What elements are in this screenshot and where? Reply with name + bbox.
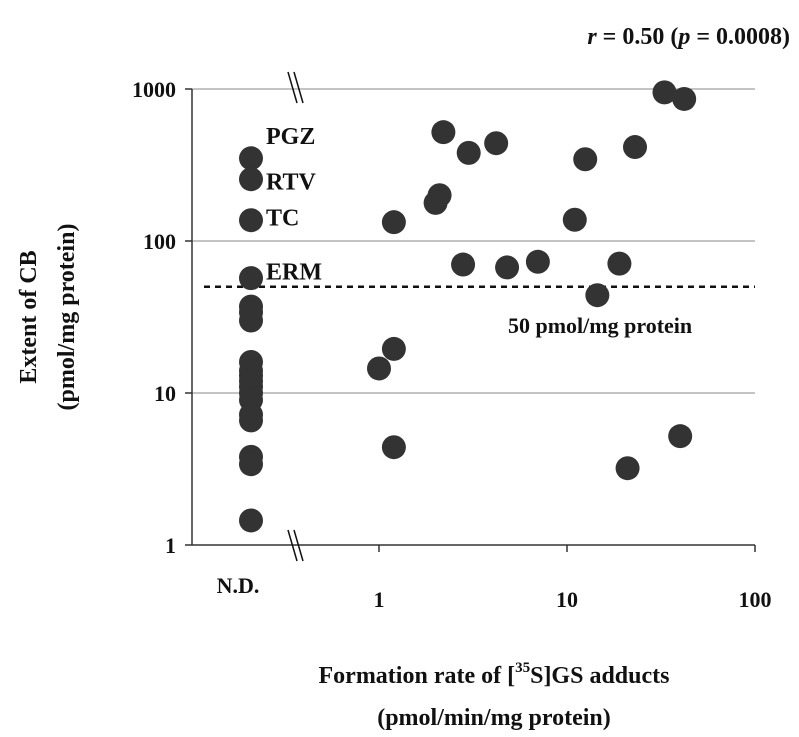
axes [191, 71, 755, 562]
data-point [623, 135, 648, 160]
y-tick-label: 1000 [132, 77, 176, 102]
axis-break-top [287, 71, 304, 104]
x-axis-label-sup: 35 [515, 660, 530, 676]
data-point [451, 252, 476, 277]
data-point [562, 207, 587, 232]
data-point [607, 251, 632, 276]
data-point [585, 283, 610, 308]
data-point [615, 456, 640, 481]
data-point [573, 147, 598, 172]
x-tick-label: 10 [556, 587, 578, 612]
data-point [381, 435, 406, 460]
nd-data-point [239, 452, 263, 477]
title-r: r [587, 24, 597, 50]
y-axis-label-line2: (pmol/mg protein) [54, 224, 80, 411]
x-tick-label: 100 [739, 587, 772, 612]
data-point [431, 120, 456, 145]
nd-data-point [239, 167, 263, 192]
annotations: PGZ RTV TC ERM [266, 124, 322, 286]
nd-data-point [239, 508, 263, 533]
nd-annotation-erm: ERM [266, 259, 322, 285]
nd-annotation-pgz: PGZ [266, 124, 315, 150]
data-point [456, 140, 481, 165]
tick-labels: 1 10 100 1000 1 10 100 N.D. [132, 77, 772, 612]
title-mid: = 0.50 ( [597, 24, 679, 50]
data-point [381, 336, 406, 361]
x-axis-label-line1: Formation rate of [35S]GS adducts [319, 660, 670, 689]
nd-data-point [239, 266, 263, 291]
data-point [525, 249, 550, 274]
nd-data-point [239, 408, 263, 433]
data-point [381, 210, 406, 235]
title-p: p [676, 24, 690, 50]
x-tick-label: 1 [374, 587, 385, 612]
nd-label: N.D. [217, 573, 260, 598]
data-point [367, 356, 391, 381]
x-axis-label-post: S]GS adducts [530, 663, 669, 689]
y-axis-label-line1: Extent of CB [16, 250, 42, 383]
nd-data-point [239, 208, 263, 233]
nd-data-point [239, 308, 263, 333]
y-tick-label: 1 [165, 533, 176, 558]
chart-title: r = 0.50 (p = 0.0008) [587, 24, 790, 50]
nd-data-point [239, 146, 263, 171]
data-point [672, 86, 697, 111]
x-axis-label-line2: (pmol/min/mg protein) [377, 705, 611, 731]
data-point [668, 424, 693, 449]
threshold: 50 pmol/mg protein [204, 285, 755, 338]
data-point [484, 131, 509, 156]
data-point [495, 255, 520, 280]
x-axis-label-pre: Formation rate of [ [319, 663, 516, 689]
threshold-label: 50 pmol/mg protein [508, 313, 692, 338]
data-points [239, 80, 697, 533]
data-point [427, 183, 452, 208]
nd-annotation-rtv: RTV [266, 170, 316, 196]
data-point [652, 80, 677, 105]
y-tick-label: 100 [143, 229, 176, 254]
nd-annotation-tc: TC [266, 205, 299, 231]
y-tick-label: 10 [154, 381, 176, 406]
title-suffix: = 0.0008) [690, 24, 790, 50]
axis-break-bottom [287, 529, 304, 562]
